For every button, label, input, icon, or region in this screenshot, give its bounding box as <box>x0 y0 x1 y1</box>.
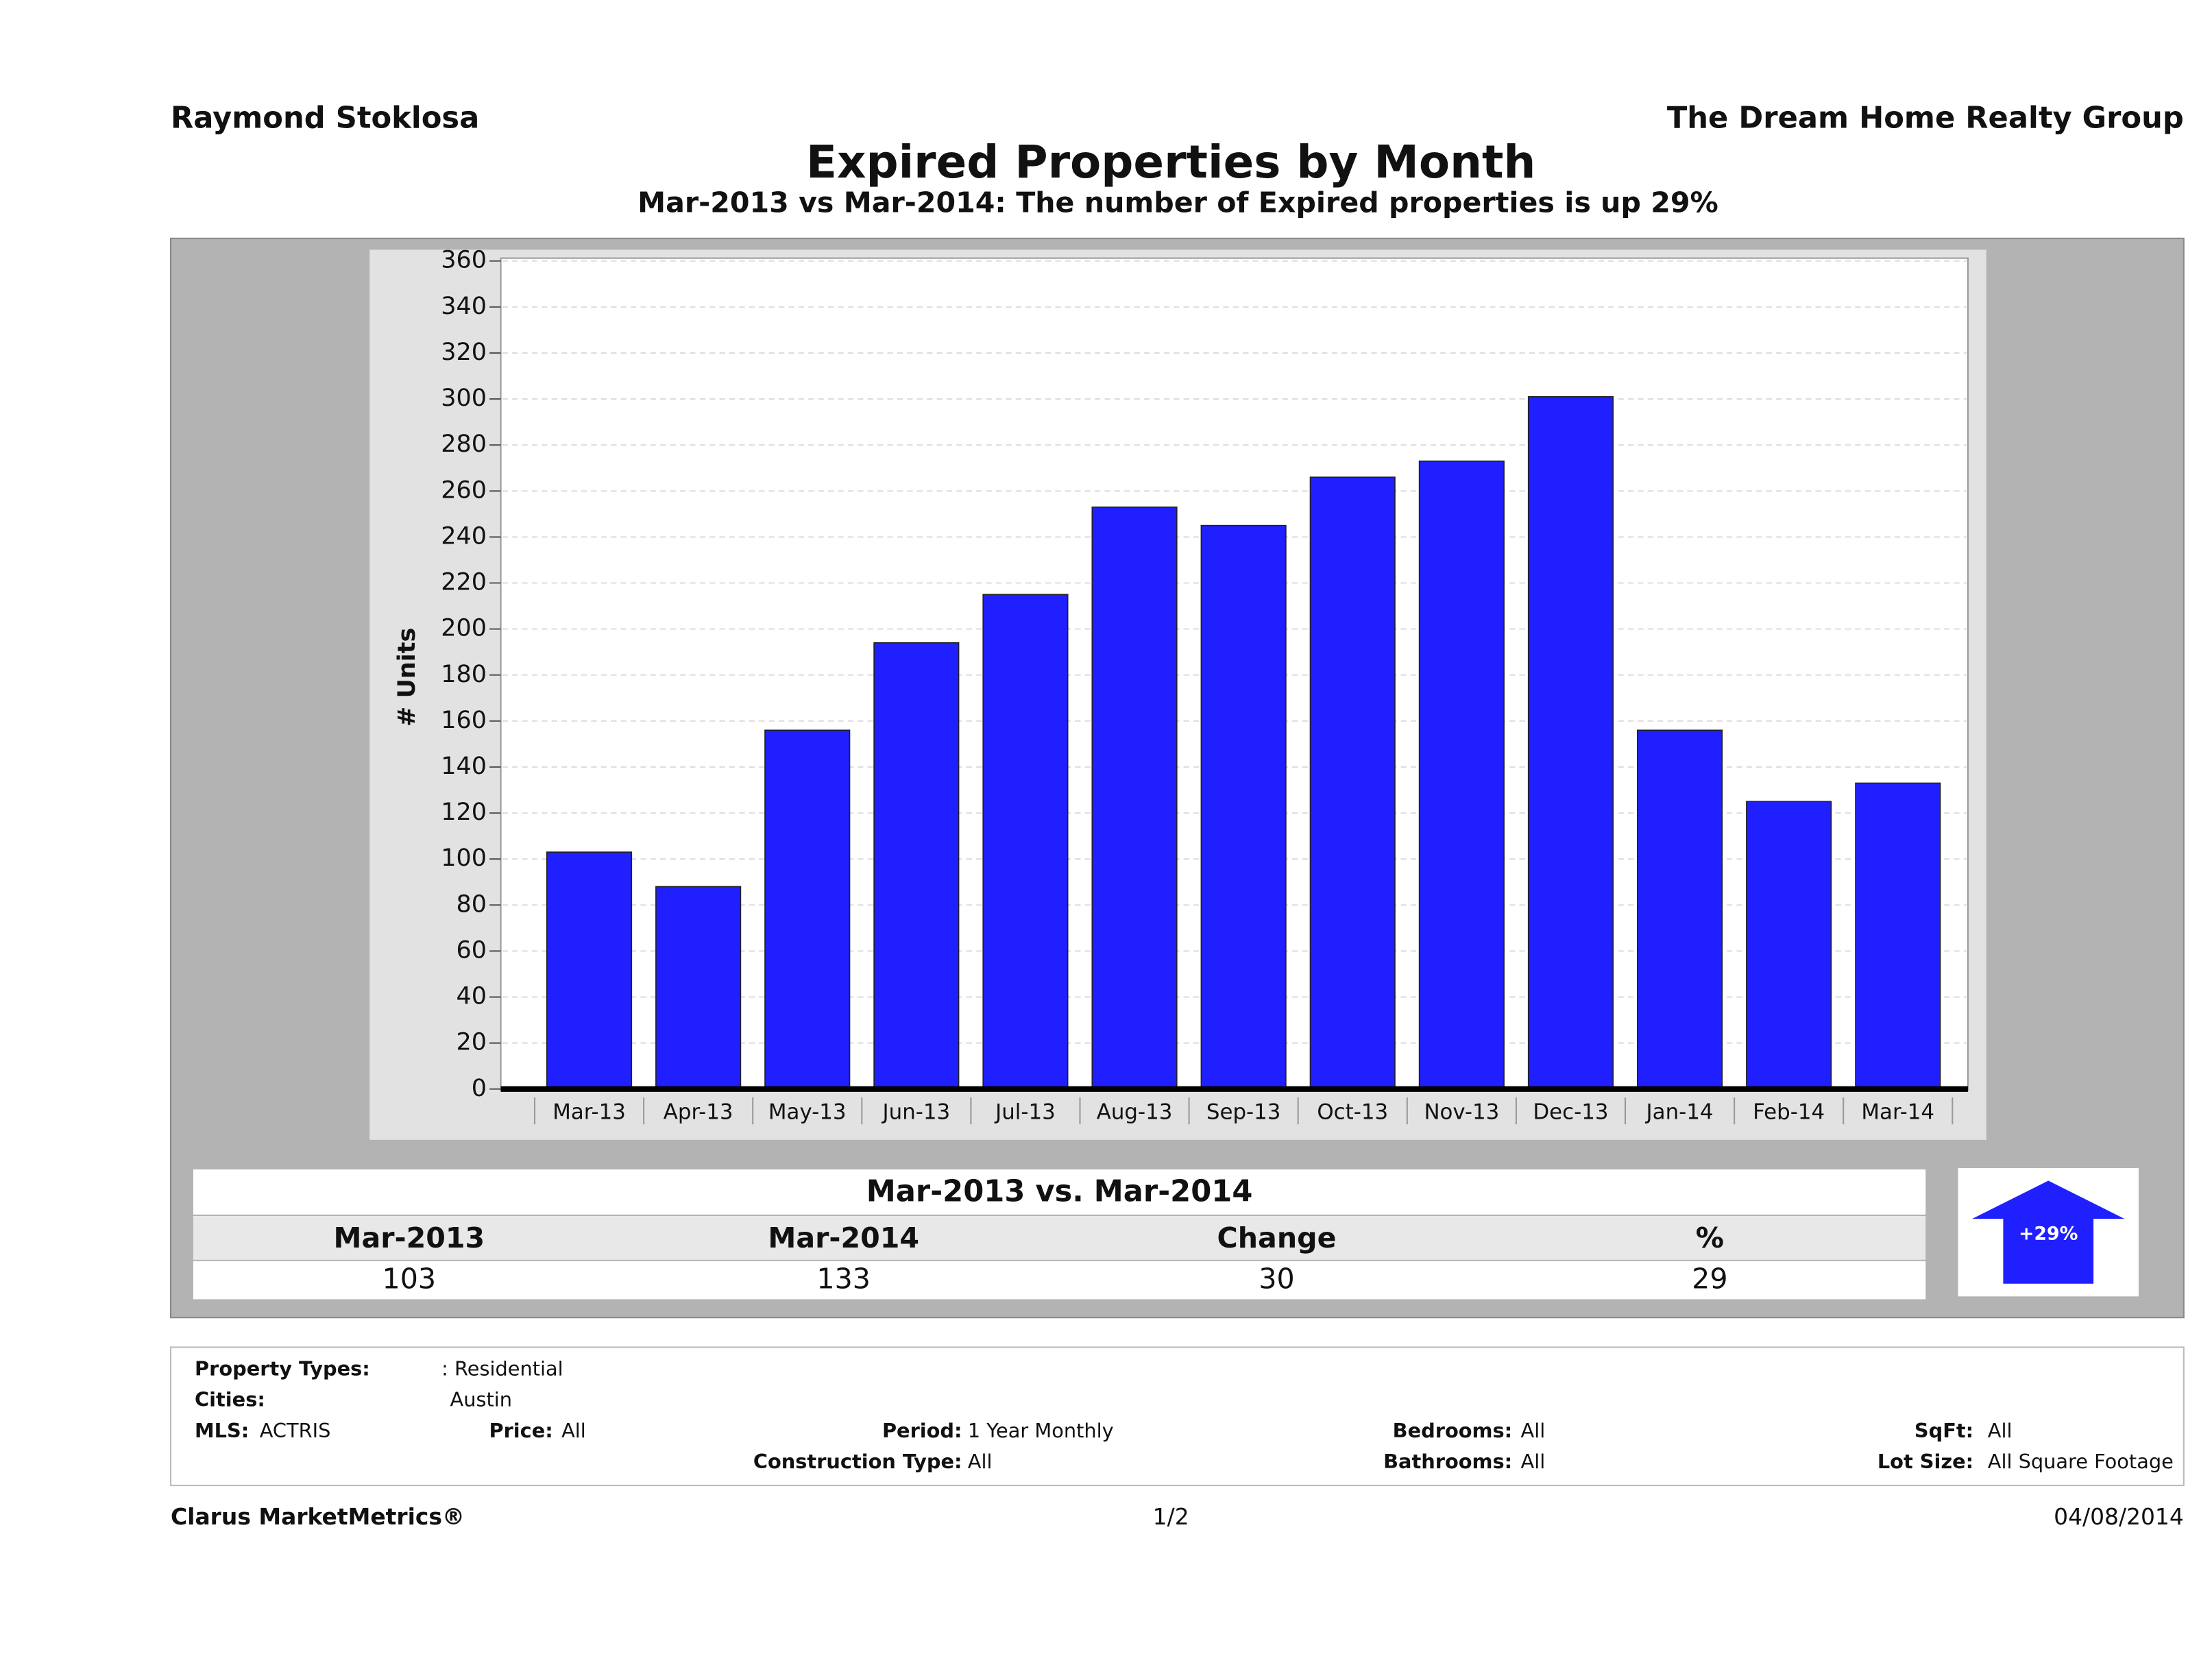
company-name: The Dream Home Realty Group <box>1667 101 2184 135</box>
detail-label: Price: <box>489 1419 552 1442</box>
agent-name: Raymond Stoklosa <box>171 101 479 135</box>
comparison-value: 29 <box>1692 1263 1727 1296</box>
y-tick-label: 220 <box>441 569 487 596</box>
x-tick-label: Jun-13 <box>882 1099 951 1124</box>
y-tick-label: 200 <box>441 615 487 642</box>
x-tick-label: Jan-14 <box>1645 1099 1714 1124</box>
x-tick-label: Oct-13 <box>1317 1099 1388 1124</box>
y-tick-label: 80 <box>457 890 487 918</box>
bar <box>1200 524 1287 1090</box>
y-tick-label: 60 <box>457 936 487 964</box>
y-tick-label: 360 <box>441 247 487 274</box>
bar <box>1091 506 1178 1090</box>
comparison-header: % <box>1696 1221 1724 1254</box>
y-tick-label: 300 <box>441 385 487 412</box>
comparison-header-row <box>193 1216 1926 1260</box>
comparison-header: Mar-2013 <box>334 1221 485 1254</box>
bar <box>655 886 742 1090</box>
y-tick-label: 100 <box>441 844 487 872</box>
y-tick-label: 160 <box>441 707 487 734</box>
detail-value: ACTRIS <box>260 1419 331 1442</box>
detail-value: Austin <box>450 1388 513 1411</box>
footer-right: 04/08/2014 <box>2054 1503 2184 1530</box>
comparison-header: Mar-2014 <box>768 1221 919 1254</box>
detail-label: SqFt: <box>1915 1419 1973 1442</box>
chart-subtitle: Mar-2013 vs Mar-2014: The number of Expi… <box>637 186 1718 219</box>
detail-value: All <box>561 1419 586 1442</box>
detail-value: All <box>1521 1450 1546 1473</box>
detail-label: Property Types: <box>195 1357 370 1380</box>
bar <box>764 729 851 1090</box>
x-tick-label: Mar-13 <box>552 1099 626 1124</box>
y-axis-label: # Units <box>393 628 421 727</box>
up-arrow <box>1972 1180 2125 1284</box>
comparison-title: Mar-2013 vs. Mar-2014 <box>866 1175 1253 1209</box>
detail-value: 1 Year Monthly <box>968 1419 1114 1442</box>
y-tick-label: 240 <box>441 522 487 550</box>
detail-value: All Square Footage <box>1988 1450 2174 1473</box>
x-tick-label: Jul-13 <box>994 1099 1056 1124</box>
y-tick-label: 340 <box>441 293 487 320</box>
x-tick-label: Mar-14 <box>1861 1099 1934 1124</box>
badge-label: +29% <box>2019 1223 2078 1244</box>
y-tick-label: 280 <box>441 430 487 458</box>
x-tick-label: May-13 <box>768 1099 847 1124</box>
x-tick-label: Feb-14 <box>1753 1099 1825 1124</box>
detail-label: MLS: <box>195 1419 249 1442</box>
detail-value: All <box>968 1450 993 1473</box>
x-tick-label: Aug-13 <box>1097 1099 1173 1124</box>
detail-label: Bathrooms: <box>1383 1450 1512 1473</box>
detail-label: Lot Size: <box>1877 1450 1973 1473</box>
details-box <box>170 1346 2185 1487</box>
bar <box>982 594 1069 1090</box>
bar <box>1309 476 1396 1090</box>
y-tick-label: 180 <box>441 661 487 688</box>
detail-value: : Residential <box>441 1357 563 1380</box>
comparison-header: Change <box>1217 1221 1337 1254</box>
y-tick-label: 140 <box>441 753 487 780</box>
detail-value: All <box>1988 1419 2013 1442</box>
footer-center: 1/2 <box>1153 1503 1189 1530</box>
detail-label: Bedrooms: <box>1393 1419 1513 1442</box>
detail-label: Period: <box>882 1419 962 1442</box>
x-tick-label: Sep-13 <box>1206 1099 1281 1124</box>
y-tick-label: 120 <box>441 799 487 826</box>
y-tick-label: 40 <box>457 983 487 1010</box>
bar <box>1418 460 1505 1090</box>
x-tick-label: Nov-13 <box>1424 1099 1499 1124</box>
x-tick-label: Apr-13 <box>664 1099 733 1124</box>
x-tick-label: Dec-13 <box>1533 1099 1608 1124</box>
y-tick-label: 260 <box>441 476 487 504</box>
detail-label: Construction Type: <box>753 1450 962 1473</box>
y-tick-label: 20 <box>457 1029 487 1056</box>
comparison-value-row <box>193 1261 1926 1300</box>
chart-title: Expired Properties by Month <box>806 136 1535 189</box>
bar <box>1636 729 1723 1090</box>
y-tick-label: 320 <box>441 339 487 366</box>
bar <box>1855 782 1941 1090</box>
detail-value: All <box>1521 1419 1546 1442</box>
comparison-value: 30 <box>1259 1263 1294 1296</box>
detail-label: Cities: <box>195 1388 265 1411</box>
bar <box>1746 801 1832 1090</box>
comparison-title-row <box>193 1169 1926 1215</box>
bar <box>546 851 633 1090</box>
y-tick-label: 0 <box>472 1075 487 1102</box>
bar <box>873 642 960 1090</box>
bar <box>1527 396 1614 1090</box>
footer-left: Clarus MarketMetrics® <box>171 1503 465 1530</box>
comparison-value: 103 <box>382 1263 437 1296</box>
comparison-value: 133 <box>816 1263 871 1296</box>
